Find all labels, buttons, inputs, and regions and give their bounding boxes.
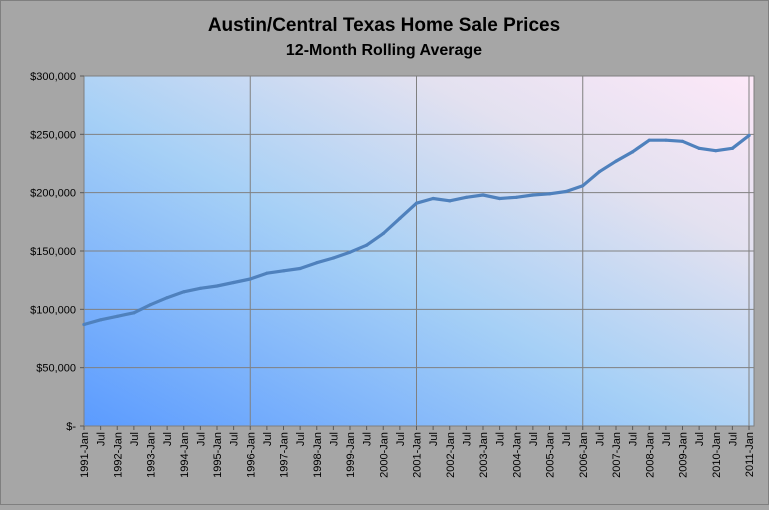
data-point bbox=[564, 189, 568, 194]
x-tick-label: 2008-Jan bbox=[644, 432, 656, 478]
data-point bbox=[348, 250, 352, 254]
y-axis: $- $50,000 $100,000 $150,000 $200,000 $250,00… bbox=[30, 71, 84, 433]
x-tick-label: Jul bbox=[428, 432, 440, 446]
data-point bbox=[165, 296, 169, 300]
x-tick-label: 2009-Jan bbox=[678, 432, 690, 478]
data-point bbox=[680, 139, 685, 143]
x-tick-label: 1991-Jan bbox=[79, 432, 91, 478]
data-point bbox=[730, 146, 734, 150]
data-point bbox=[281, 269, 286, 273]
data-point bbox=[697, 146, 701, 150]
x-tick-label: 1997-Jan bbox=[279, 432, 291, 478]
y-tick-label: $- bbox=[66, 421, 76, 433]
x-tick-label: Jul bbox=[528, 432, 540, 446]
x-tick-label: Jul bbox=[362, 432, 374, 446]
x-tick-label: Jul bbox=[727, 432, 739, 446]
x-tick-label: Jul bbox=[195, 432, 207, 446]
x-tick-label: 2011-Jan bbox=[744, 432, 756, 477]
data-point bbox=[265, 271, 269, 275]
data-point bbox=[747, 133, 751, 138]
data-point bbox=[448, 199, 452, 203]
x-tick-label: 1996-Jan bbox=[245, 432, 257, 478]
x-tick-label: Jul bbox=[628, 432, 640, 446]
data-point bbox=[182, 290, 186, 294]
data-point bbox=[414, 201, 419, 205]
data-point bbox=[581, 184, 585, 188]
x-tick-label: 1994-Jan bbox=[179, 432, 191, 478]
y-tick-label: $150,000 bbox=[30, 246, 76, 258]
x-tick-label: 1992-Jan bbox=[112, 432, 124, 478]
data-point bbox=[481, 193, 485, 197]
y-tick-label: $250,000 bbox=[30, 129, 76, 141]
data-point bbox=[714, 149, 718, 153]
x-tick-label: Jul bbox=[495, 432, 507, 446]
x-tick-label: Jul bbox=[229, 432, 241, 446]
x-tick-label: Jul bbox=[129, 432, 141, 446]
data-point bbox=[498, 196, 502, 201]
x-tick-label: 1999-Jan bbox=[345, 432, 357, 478]
data-point bbox=[597, 170, 601, 174]
y-tick-label: $200,000 bbox=[30, 188, 76, 200]
data-point bbox=[614, 159, 618, 163]
data-point bbox=[215, 284, 219, 288]
data-point bbox=[531, 193, 535, 197]
series-group bbox=[82, 133, 751, 327]
x-tick-label: Jul bbox=[262, 432, 274, 446]
chart-title: Austin/Central Texas Home Sale Prices bbox=[208, 15, 560, 36]
data-point bbox=[514, 195, 518, 199]
x-tick-label: 2007-Jan bbox=[611, 432, 623, 478]
x-tick-label: 2003-Jan bbox=[478, 432, 490, 478]
data-point bbox=[198, 286, 202, 290]
x-tick-label: 1993-Jan bbox=[146, 432, 158, 478]
chart-subtitle: 12-Month Rolling Average bbox=[286, 42, 482, 59]
x-tick-label: Jul bbox=[162, 432, 174, 446]
x-tick-label: 2002-Jan bbox=[445, 432, 457, 478]
data-point bbox=[464, 195, 468, 199]
data-point bbox=[298, 266, 302, 271]
x-tick-label: 2006-Jan bbox=[578, 432, 590, 478]
x-tick-label: Jul bbox=[561, 432, 573, 446]
x-tick-label: Jul bbox=[661, 432, 673, 446]
data-point bbox=[647, 138, 651, 142]
x-tick-label: 2004-Jan bbox=[511, 432, 523, 478]
data-point bbox=[398, 216, 402, 220]
data-point bbox=[664, 138, 668, 142]
data-point bbox=[331, 256, 335, 260]
x-tick-label: Jul bbox=[295, 432, 307, 446]
data-point bbox=[381, 231, 385, 236]
x-tick-label: 1995-Jan bbox=[212, 432, 224, 478]
y-tick-label: $50,000 bbox=[36, 363, 76, 375]
data-point bbox=[248, 277, 252, 281]
data-point bbox=[232, 280, 236, 285]
x-tick-label: Jul bbox=[594, 432, 606, 446]
x-tick-label: Jul bbox=[694, 432, 706, 446]
x-tick-label: 2001-Jan bbox=[412, 432, 424, 478]
y-tick-label: $300,000 bbox=[30, 71, 76, 83]
x-tick-label: Jul bbox=[328, 432, 340, 446]
x-tick-label: Jul bbox=[461, 432, 473, 446]
data-point bbox=[431, 196, 435, 201]
x-tick-label: 2010-Jan bbox=[711, 432, 723, 478]
data-point bbox=[99, 318, 103, 322]
data-point bbox=[115, 314, 119, 318]
y-tick-label: $100,000 bbox=[30, 304, 76, 316]
data-point bbox=[148, 303, 153, 307]
gridlines bbox=[84, 76, 754, 426]
x-tick-label: Jul bbox=[96, 432, 108, 446]
data-point bbox=[315, 261, 319, 265]
x-tick-label: Jul bbox=[395, 432, 407, 446]
data-point bbox=[365, 243, 369, 247]
x-axis: 1991-Jan Jul 1992-Jan Jul 1993-Jan Jul 1994-Ja… bbox=[79, 426, 756, 478]
x-tick-label: 1998-Jan bbox=[312, 432, 324, 478]
data-point bbox=[132, 311, 136, 315]
x-tick-label: 2000-Jan bbox=[378, 432, 390, 478]
data-point bbox=[82, 322, 86, 327]
data-point bbox=[547, 192, 552, 196]
data-point bbox=[631, 150, 635, 154]
x-tick-label: 2005-Jan bbox=[545, 432, 557, 478]
